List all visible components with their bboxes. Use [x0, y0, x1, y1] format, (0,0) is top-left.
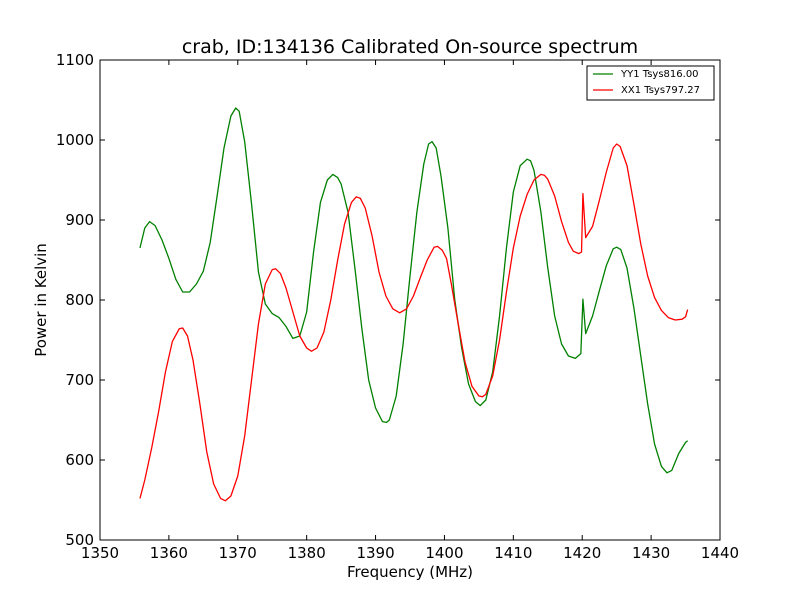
legend-label-yy1: YY1 Tsys816.00	[620, 69, 699, 80]
y-tick-label: 800	[65, 291, 94, 309]
x-tick-label: 1410	[494, 544, 532, 562]
x-tick-label: 1380	[288, 544, 326, 562]
x-tick-label: 1370	[219, 544, 257, 562]
legend-box	[586, 65, 715, 101]
chart-title: crab, ID:134136 Calibrated On-source spe…	[182, 36, 638, 58]
plot-area	[139, 107, 689, 502]
plot-frame	[99, 59, 721, 541]
x-tick-label: 1350	[81, 544, 119, 562]
x-tick-label: 1430	[632, 544, 670, 562]
y-tick-label: 500	[65, 531, 94, 549]
y-tick-label: 900	[65, 211, 94, 229]
x-axis-label: Frequency (MHz)	[347, 563, 473, 581]
legend-label-xx1: XX1 Tsys797.27	[621, 85, 700, 96]
y-tick-label: 1100	[56, 51, 94, 69]
x-tick-label: 1440	[701, 544, 739, 562]
x-tick-label: 1360	[150, 544, 188, 562]
legend: YY1 Tsys816.00 XX1 Tsys797.27	[586, 65, 715, 101]
x-tick-label: 1420	[563, 544, 601, 562]
axis-ticks: 1350 1360 1370 1380 1390 1400 1410 1420 1430 1440…	[56, 51, 739, 562]
y-axis-label: Power in Kelvin	[32, 243, 50, 357]
series-line-xx1	[139, 143, 689, 502]
series-line-yy1	[139, 107, 689, 474]
y-tick-label: 700	[65, 371, 94, 389]
x-tick-label: 1390	[356, 544, 394, 562]
y-tick-label: 600	[65, 451, 94, 469]
x-tick-label: 1400	[425, 544, 463, 562]
y-tick-label: 1000	[56, 131, 94, 149]
